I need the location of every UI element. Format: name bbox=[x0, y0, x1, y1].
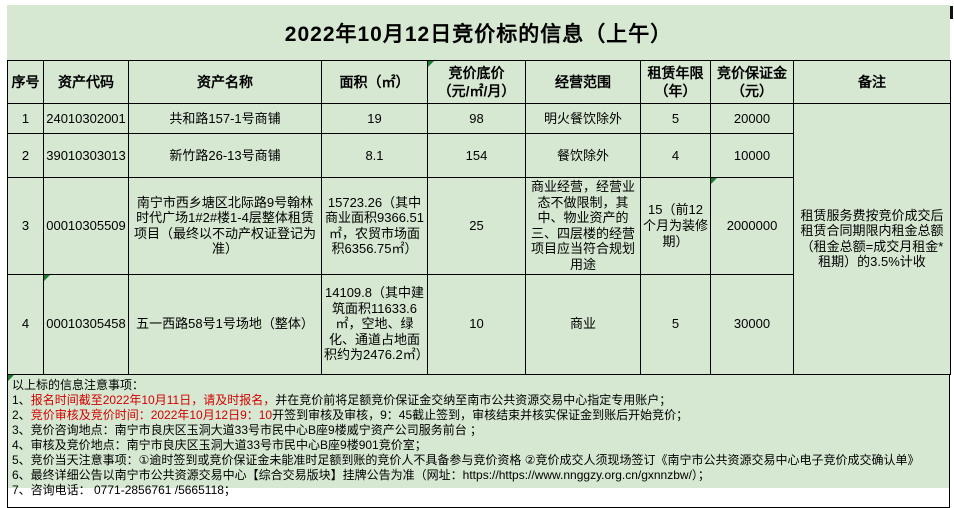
cell-r2-price[interactable]: 154 bbox=[427, 133, 526, 178]
cell-r4-deposit[interactable]: 30000 bbox=[710, 273, 794, 375]
cell-r3-name[interactable]: 南宁市西乡塘区北际路9号翰林时代广场1#2#楼1-4层整体租赁项目（最终以不动产… bbox=[128, 177, 322, 275]
cell-r4-area[interactable]: 14109.8（其中建筑面积11633.6㎡，空地、绿化、通道占地面积约为247… bbox=[321, 273, 429, 375]
cell-r4-scope[interactable]: 商业 bbox=[525, 273, 641, 375]
cell-r4-name[interactable]: 五一西路58号1号场地（整体） bbox=[128, 273, 322, 375]
col-header-base-price-label: 竞价底价 bbox=[448, 64, 505, 81]
cell-r1-price[interactable]: 98 bbox=[427, 103, 526, 134]
cell-r2-area[interactable]: 8.1 bbox=[321, 133, 428, 178]
col-header-asset-name-label: 资产名称 bbox=[197, 73, 253, 90]
cell-r3-price[interactable]: 25 bbox=[427, 177, 526, 275]
cell-r3-seq[interactable]: 3 bbox=[7, 177, 44, 275]
col-header-asset-code-label: 资产代码 bbox=[58, 73, 114, 90]
note-line-7: 7、咨询电话： 0771-2856761 /5665118； bbox=[12, 482, 236, 497]
cell-r2-code[interactable]: 39010303013 bbox=[43, 133, 129, 178]
cell-r4-price[interactable]: 10 bbox=[427, 273, 526, 375]
col-header-seq[interactable]: 序号 bbox=[7, 60, 44, 104]
table-row-2: 2 39010303013 新竹路26-13号商铺 8.1 154 餐饮除外 4… bbox=[7, 133, 951, 178]
cell-r4-years[interactable]: 5 bbox=[640, 273, 711, 375]
col-header-base-price-unit: （元/㎡/月） bbox=[437, 83, 516, 99]
cell-r4-code[interactable]: 00010305458 bbox=[43, 273, 129, 375]
cell-remark-merged[interactable]: 租赁服务费按竞价成交后租赁合同期限内租金总额（租金总额=成交月租金*租期）的3.… bbox=[793, 103, 951, 375]
col-header-lease-term-label: 租赁年限 bbox=[647, 64, 704, 81]
col-header-asset-name[interactable]: 资产名称 bbox=[128, 60, 322, 104]
cell-r1-area[interactable]: 19 bbox=[321, 103, 428, 134]
table-row-1: 1 24010302001 共和路157-1号商铺 19 98 明火餐饮除外 5… bbox=[7, 103, 951, 375]
col-header-seq-label: 序号 bbox=[11, 73, 40, 90]
cell-r3-deposit[interactable]: 2000000 bbox=[710, 177, 794, 275]
col-header-remark[interactable]: 备注 bbox=[793, 60, 951, 104]
note-line-3: 3、竞价咨询地点：南宁市良庆区玉洞大道33号市民中心B座9楼威宁资产公司服务前台… bbox=[12, 422, 483, 437]
spreadsheet-area: 2022年10月12日竞价标的信息（上午） 序号 资产代码 资产名称 面积（㎡）… bbox=[7, 5, 951, 508]
col-header-lease-term-unit: （年） bbox=[654, 83, 697, 99]
note-line-6: 6、最终详细公告以南宁市公共资源交易中心【综合交易版块】挂牌公告为准（网址：ht… bbox=[12, 467, 710, 482]
col-header-deposit-unit: （元） bbox=[731, 83, 773, 99]
col-header-remark-label: 备注 bbox=[858, 73, 886, 90]
note-line-4: 4、审核及竞价地点：南宁市良庆区玉洞大道33号市民中心B座9楼901竞价室； bbox=[12, 437, 427, 452]
cell-r2-deposit[interactable]: 10000 bbox=[710, 133, 794, 178]
col-header-deposit[interactable]: 竞价保证金 （元） bbox=[710, 60, 794, 104]
col-header-area-label: 面积（㎡） bbox=[339, 73, 410, 90]
note-line-5: 5、竞价当天注意事项：①逾时签到或竞价保证金未能准时足额到账的竞价人不具备参与竞… bbox=[12, 452, 920, 467]
col-header-base-price[interactable]: 竞价底价 （元/㎡/月） bbox=[427, 60, 526, 104]
cell-r3-area[interactable]: 15723.26（其中商业面积9366.51㎡，农贸市场面积6356.75㎡） bbox=[321, 177, 428, 275]
col-header-asset-code[interactable]: 资产代码 bbox=[43, 60, 129, 104]
cell-r1-scope[interactable]: 明火餐饮除外 bbox=[525, 103, 641, 134]
notes-heading: 以上标的信息注意事项： bbox=[12, 377, 145, 392]
cell-r3-code[interactable]: 00010305509 bbox=[43, 177, 129, 275]
cell-r2-seq[interactable]: 2 bbox=[7, 133, 44, 178]
cell-r1-deposit[interactable]: 20000 bbox=[710, 103, 794, 134]
cell-r4-seq[interactable]: 4 bbox=[7, 273, 44, 375]
col-header-business-scope-label: 经营范围 bbox=[555, 73, 611, 90]
col-header-business-scope[interactable]: 经营范围 bbox=[525, 60, 641, 104]
table-row-4: 4 00010305458 五一西路58号1号场地（整体） 14109.8（其中… bbox=[7, 273, 951, 375]
cell-r1-name[interactable]: 共和路157-1号商铺 bbox=[128, 103, 322, 134]
col-header-area[interactable]: 面积（㎡） bbox=[321, 60, 428, 104]
note-line-2: 2、竞价审核及竞价时间：2022年10月12日9：10开签到审核及审核，9：45… bbox=[12, 407, 689, 422]
cell-r2-years[interactable]: 4 bbox=[640, 133, 711, 178]
table-header-row: 序号 资产代码 资产名称 面积（㎡） 竞价底价 （元/㎡/月） 经营范围 租赁年… bbox=[7, 60, 951, 104]
cell-r3-years[interactable]: 15（前12个月为装修期） bbox=[640, 177, 711, 275]
bid-info-table: 序号 资产代码 资产名称 面积（㎡） 竞价底价 （元/㎡/月） 经营范围 租赁年… bbox=[7, 60, 951, 375]
note-line-1: 1、报名时间截至2022年10月11日，请及时报名，并在竞价前将足额竞价保证金交… bbox=[12, 392, 672, 407]
cell-r2-name[interactable]: 新竹路26-13号商铺 bbox=[128, 133, 322, 178]
cell-r2-scope[interactable]: 餐饮除外 bbox=[525, 133, 641, 178]
cell-r1-code[interactable]: 24010302001 bbox=[43, 103, 129, 134]
cell-r1-seq[interactable]: 1 bbox=[7, 103, 44, 134]
page-title: 2022年10月12日竞价标的信息（上午） bbox=[284, 22, 673, 46]
cell-r3-scope[interactable]: 商业经营，经营业态不做限制，其中、物业资产的三、四层楼的经营项目应当符合规划用途 bbox=[525, 177, 641, 275]
table-row-3: 3 00010305509 南宁市西乡塘区北际路9号翰林时代广场1#2#楼1-4… bbox=[7, 177, 951, 275]
cell-r1-years[interactable]: 5 bbox=[640, 103, 711, 134]
col-header-lease-term[interactable]: 租赁年限 （年） bbox=[640, 60, 711, 104]
notes-cell[interactable]: 以上标的信息注意事项： 1、报名时间截至2022年10月11日，请及时报名，并在… bbox=[7, 374, 950, 508]
col-header-deposit-label: 竞价保证金 bbox=[717, 64, 787, 81]
